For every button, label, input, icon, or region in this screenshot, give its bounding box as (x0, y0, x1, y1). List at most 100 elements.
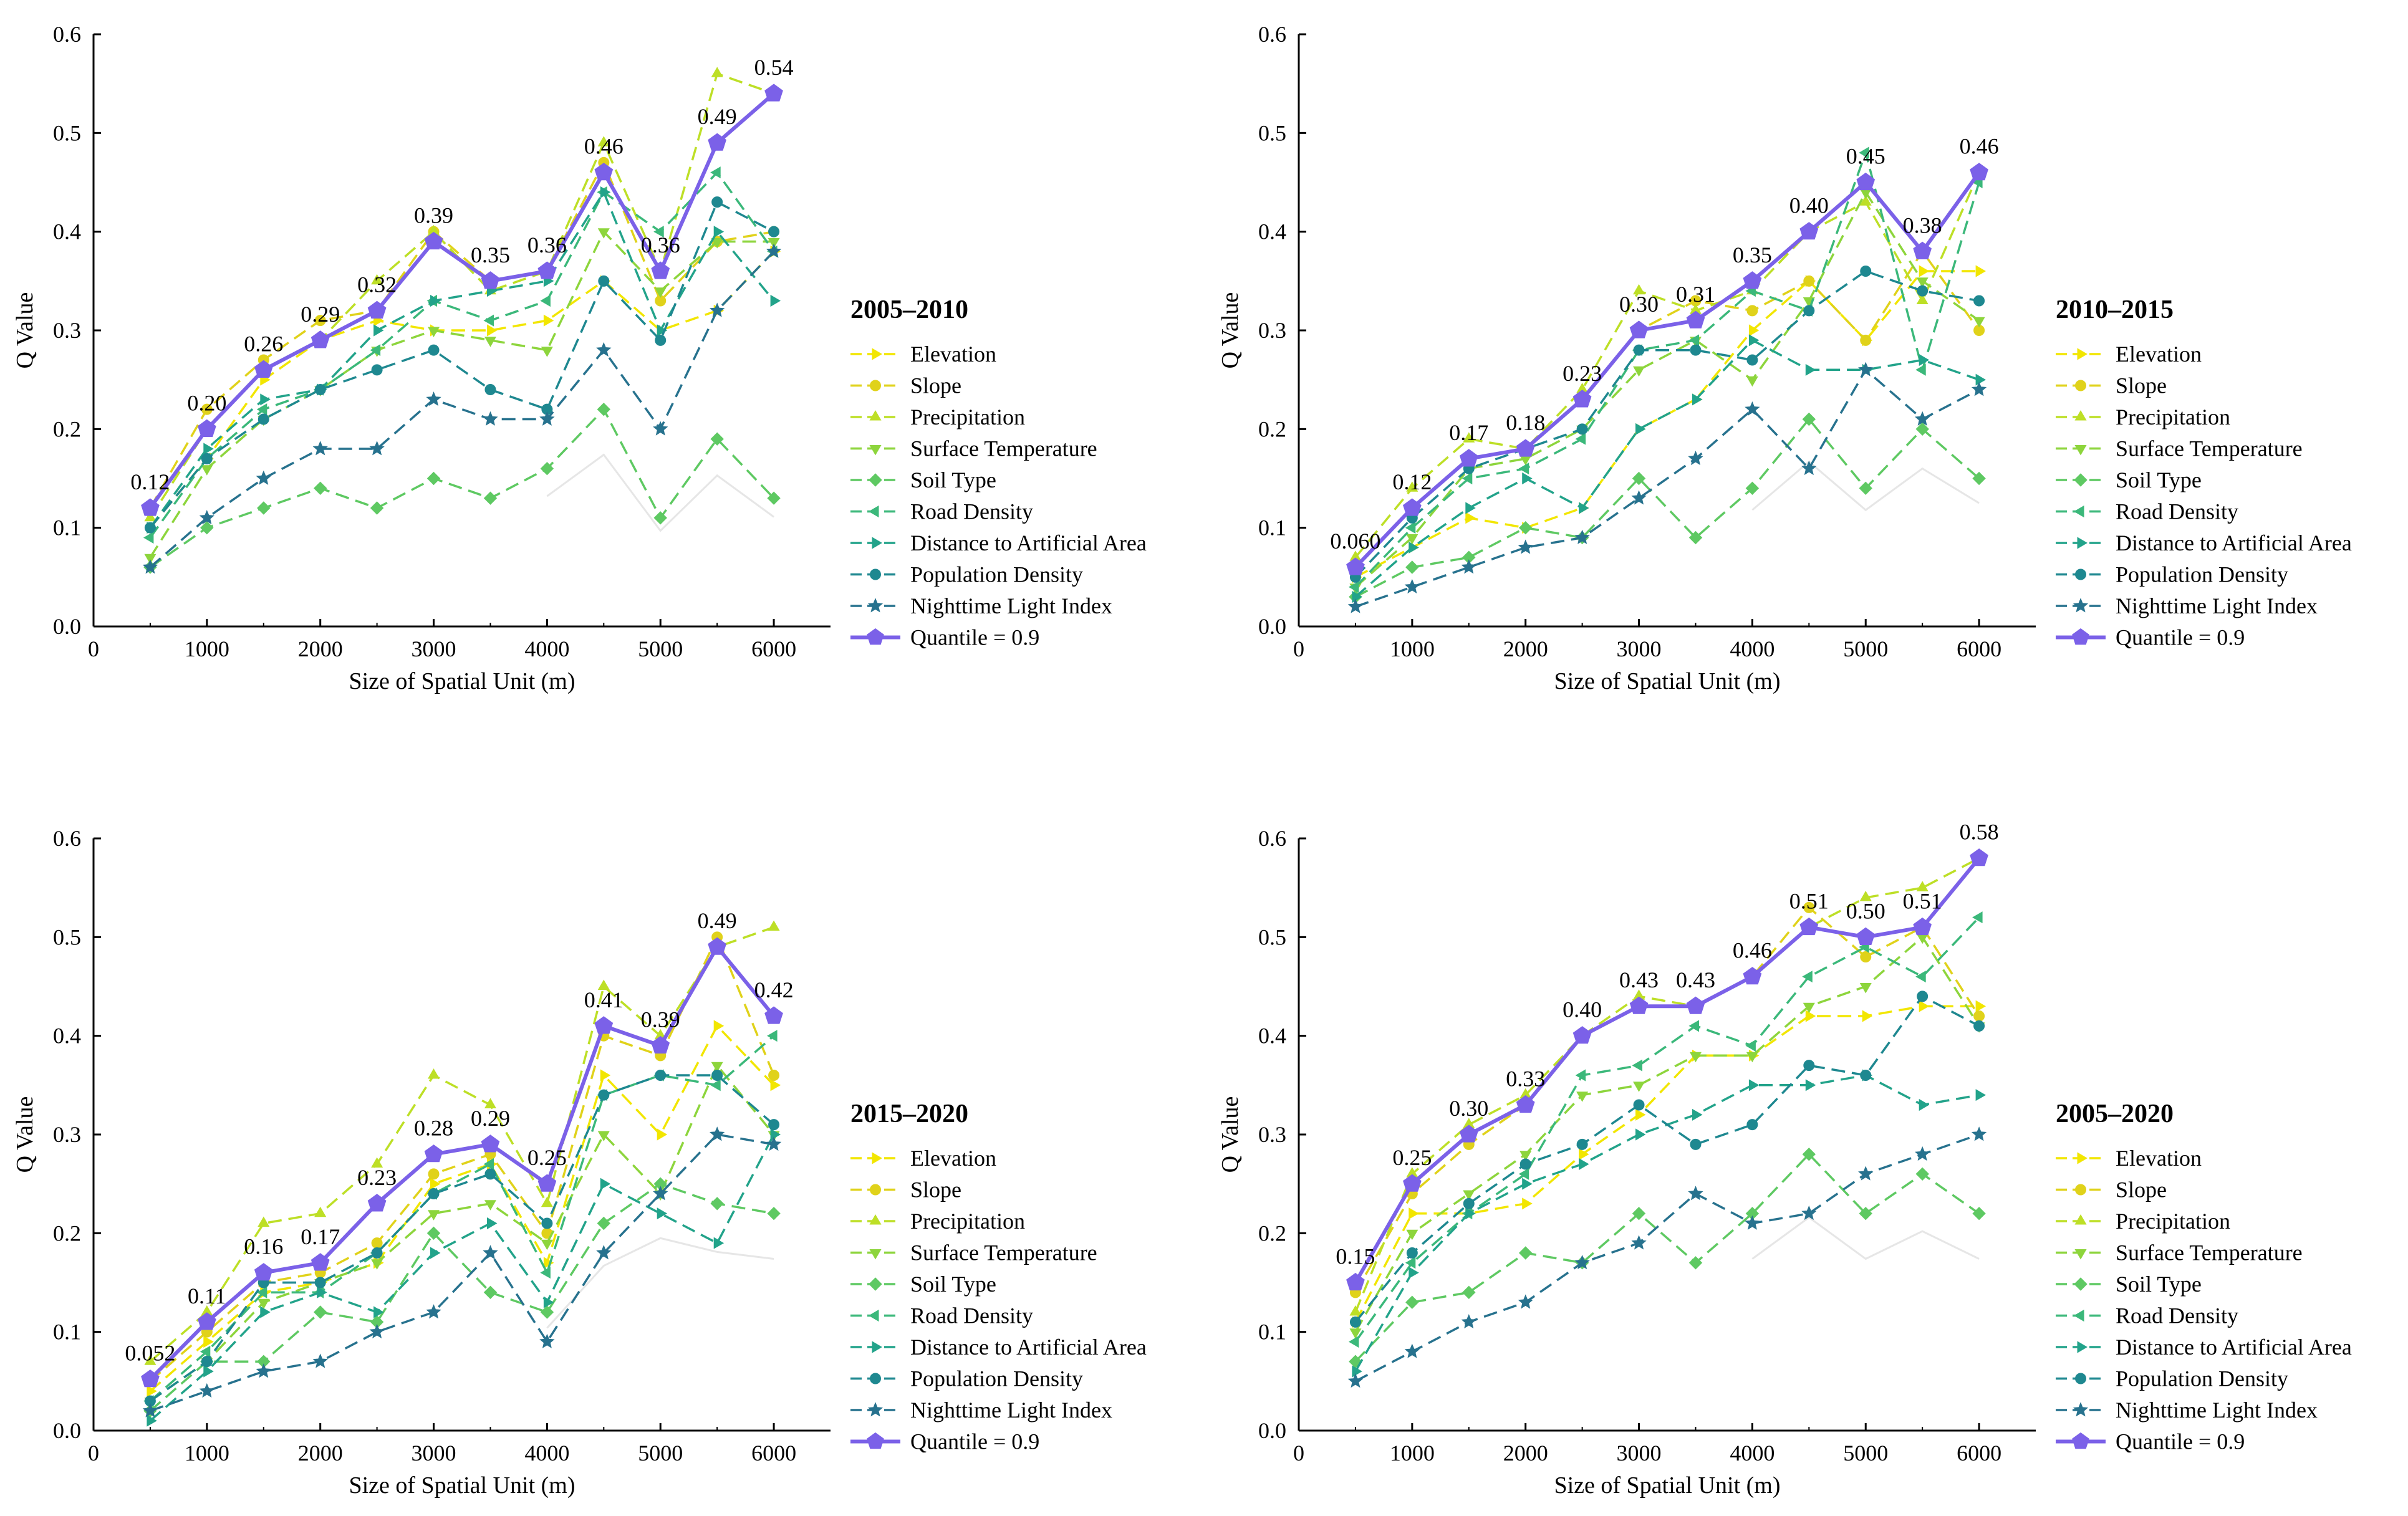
data-point (768, 920, 780, 931)
x-tick-label: 1000 (185, 1441, 229, 1466)
data-point (1463, 432, 1475, 443)
legend-entry-label: Distance to Artificial Area (910, 530, 1147, 555)
data-point (1575, 1069, 1586, 1082)
legend-marker (869, 1214, 882, 1225)
legend-entry-label: Precipitation (910, 405, 1025, 429)
quantile-point (481, 1135, 500, 1153)
legend-marker (2073, 1402, 2089, 1417)
data-point (1406, 1229, 1418, 1240)
faint-trace (1751, 1216, 1980, 1260)
data-label: 0.46 (584, 134, 624, 159)
series-population-density (1349, 991, 1985, 1328)
series-road-density (1348, 911, 1983, 1348)
data-point (257, 1355, 271, 1368)
series-line (148, 943, 776, 1381)
data-point (657, 1128, 668, 1141)
data-point (709, 302, 725, 317)
x-tick-label: 1000 (1390, 1441, 1435, 1466)
data-point (1919, 353, 1930, 367)
data-point (370, 1315, 384, 1329)
quantile-point (1686, 996, 1705, 1014)
data-point (1748, 324, 1760, 337)
data-point (314, 1277, 326, 1288)
data-label: 0.17 (1449, 420, 1488, 445)
data-point (313, 481, 327, 496)
legend-entry-label: Slope (2116, 373, 2167, 398)
data-point (540, 1267, 551, 1279)
data-point (426, 471, 441, 486)
data-point (1915, 422, 1929, 436)
data-point (543, 314, 554, 327)
data-point (1746, 354, 1758, 366)
data-point (1635, 1128, 1646, 1141)
data-point (596, 1245, 612, 1260)
data-point (713, 226, 725, 238)
y-tick-label: 0.5 (1258, 120, 1286, 145)
legend-entry-label: Distance to Artificial Area (2116, 530, 2352, 555)
series-quantile-0-9 (141, 84, 783, 516)
data-point (428, 1068, 440, 1079)
data-point (1465, 502, 1476, 514)
quantile-point (198, 419, 216, 437)
quantile-point (537, 261, 557, 279)
x-tick-label: 5000 (638, 636, 683, 661)
quantile-point (254, 1263, 273, 1281)
data-point (1803, 1060, 1815, 1072)
data-label: 0.33 (1506, 1067, 1545, 1091)
data-point (370, 344, 381, 357)
faint-trace (546, 1237, 774, 1329)
data-point (768, 1070, 780, 1081)
data-point (1352, 1365, 1362, 1378)
data-point (1748, 334, 1760, 347)
series-line (149, 934, 775, 1383)
legend-entry-label: Precipitation (2116, 1209, 2230, 1234)
data-point (1405, 1295, 1419, 1309)
data-label: 0.42 (754, 977, 794, 1002)
series-line (149, 251, 775, 529)
data-point (1409, 1207, 1419, 1220)
data-point (1633, 344, 1645, 356)
quantile-point (1913, 917, 1932, 936)
series-line (1354, 149, 1980, 588)
data-point (1919, 1000, 1930, 1012)
legend-title: 2005–2010 (850, 295, 968, 324)
data-point (597, 1216, 611, 1231)
series-line (149, 1134, 775, 1422)
data-label: 0.23 (1563, 361, 1602, 386)
data-point (1409, 541, 1419, 554)
data-point (653, 226, 664, 238)
data-label: 0.32 (357, 272, 397, 297)
quantile-point (311, 330, 330, 348)
quantile-point (198, 1312, 216, 1330)
data-label: 0.18 (1506, 410, 1545, 435)
data-point (314, 315, 326, 327)
legend-entry-label: Precipitation (2116, 405, 2230, 429)
data-point (1805, 1010, 1816, 1022)
series-line (1354, 338, 1980, 598)
series-quantile-0-9 (1346, 163, 1988, 575)
data-point (1919, 265, 1930, 277)
legend-marker (867, 1402, 884, 1417)
y-axis-title: Q Value (12, 1096, 38, 1173)
x-tick-label: 0 (1293, 636, 1304, 661)
data-point (1406, 1247, 1418, 1259)
legend-marker (867, 628, 884, 645)
data-point (1405, 522, 1416, 534)
data-point (1692, 1108, 1703, 1121)
data-point (597, 979, 610, 990)
data-point (767, 491, 781, 505)
data-label: 0.17 (301, 1224, 340, 1249)
legend-entry-label: Distance to Artificial Area (2116, 1335, 2352, 1360)
quantile-point (1459, 1125, 1478, 1143)
data-point (1746, 376, 1758, 387)
data-point (654, 287, 667, 298)
series-line (149, 1183, 774, 1412)
y-tick-label: 0.5 (1258, 924, 1286, 949)
x-tick-label: 2000 (298, 636, 343, 661)
data-point (430, 294, 441, 307)
data-point (1805, 1079, 1816, 1091)
legend-title: 2005–2020 (2056, 1100, 2174, 1128)
data-point (770, 294, 781, 307)
series-line (1354, 270, 1980, 578)
data-point (1975, 265, 1987, 277)
